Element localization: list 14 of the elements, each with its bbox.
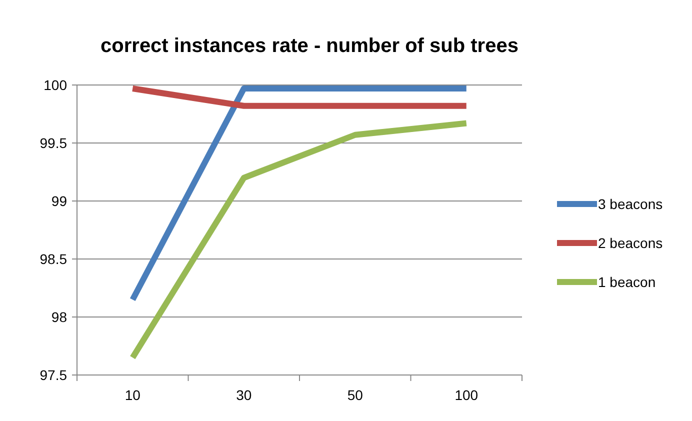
y-tick-label: 100	[44, 76, 68, 93]
legend-label: 3 beacons	[598, 196, 663, 212]
chart-title: correct instances rate - number of sub trees	[100, 35, 518, 57]
legend-label: 1 beacon	[598, 274, 656, 290]
y-tick-label: 98	[51, 308, 68, 325]
x-tick-label: 30	[236, 387, 252, 403]
legend-label: 2 beacons	[598, 234, 663, 251]
x-tick-label: 50	[347, 387, 364, 403]
x-tick-label: 100	[454, 387, 478, 403]
y-tick-label: 99	[51, 192, 68, 209]
y-tick-label: 99.5	[40, 134, 68, 151]
x-tick-label: 10	[124, 387, 141, 403]
y-tick-label: 97.5	[40, 366, 68, 383]
y-tick-label: 98.5	[40, 250, 68, 267]
